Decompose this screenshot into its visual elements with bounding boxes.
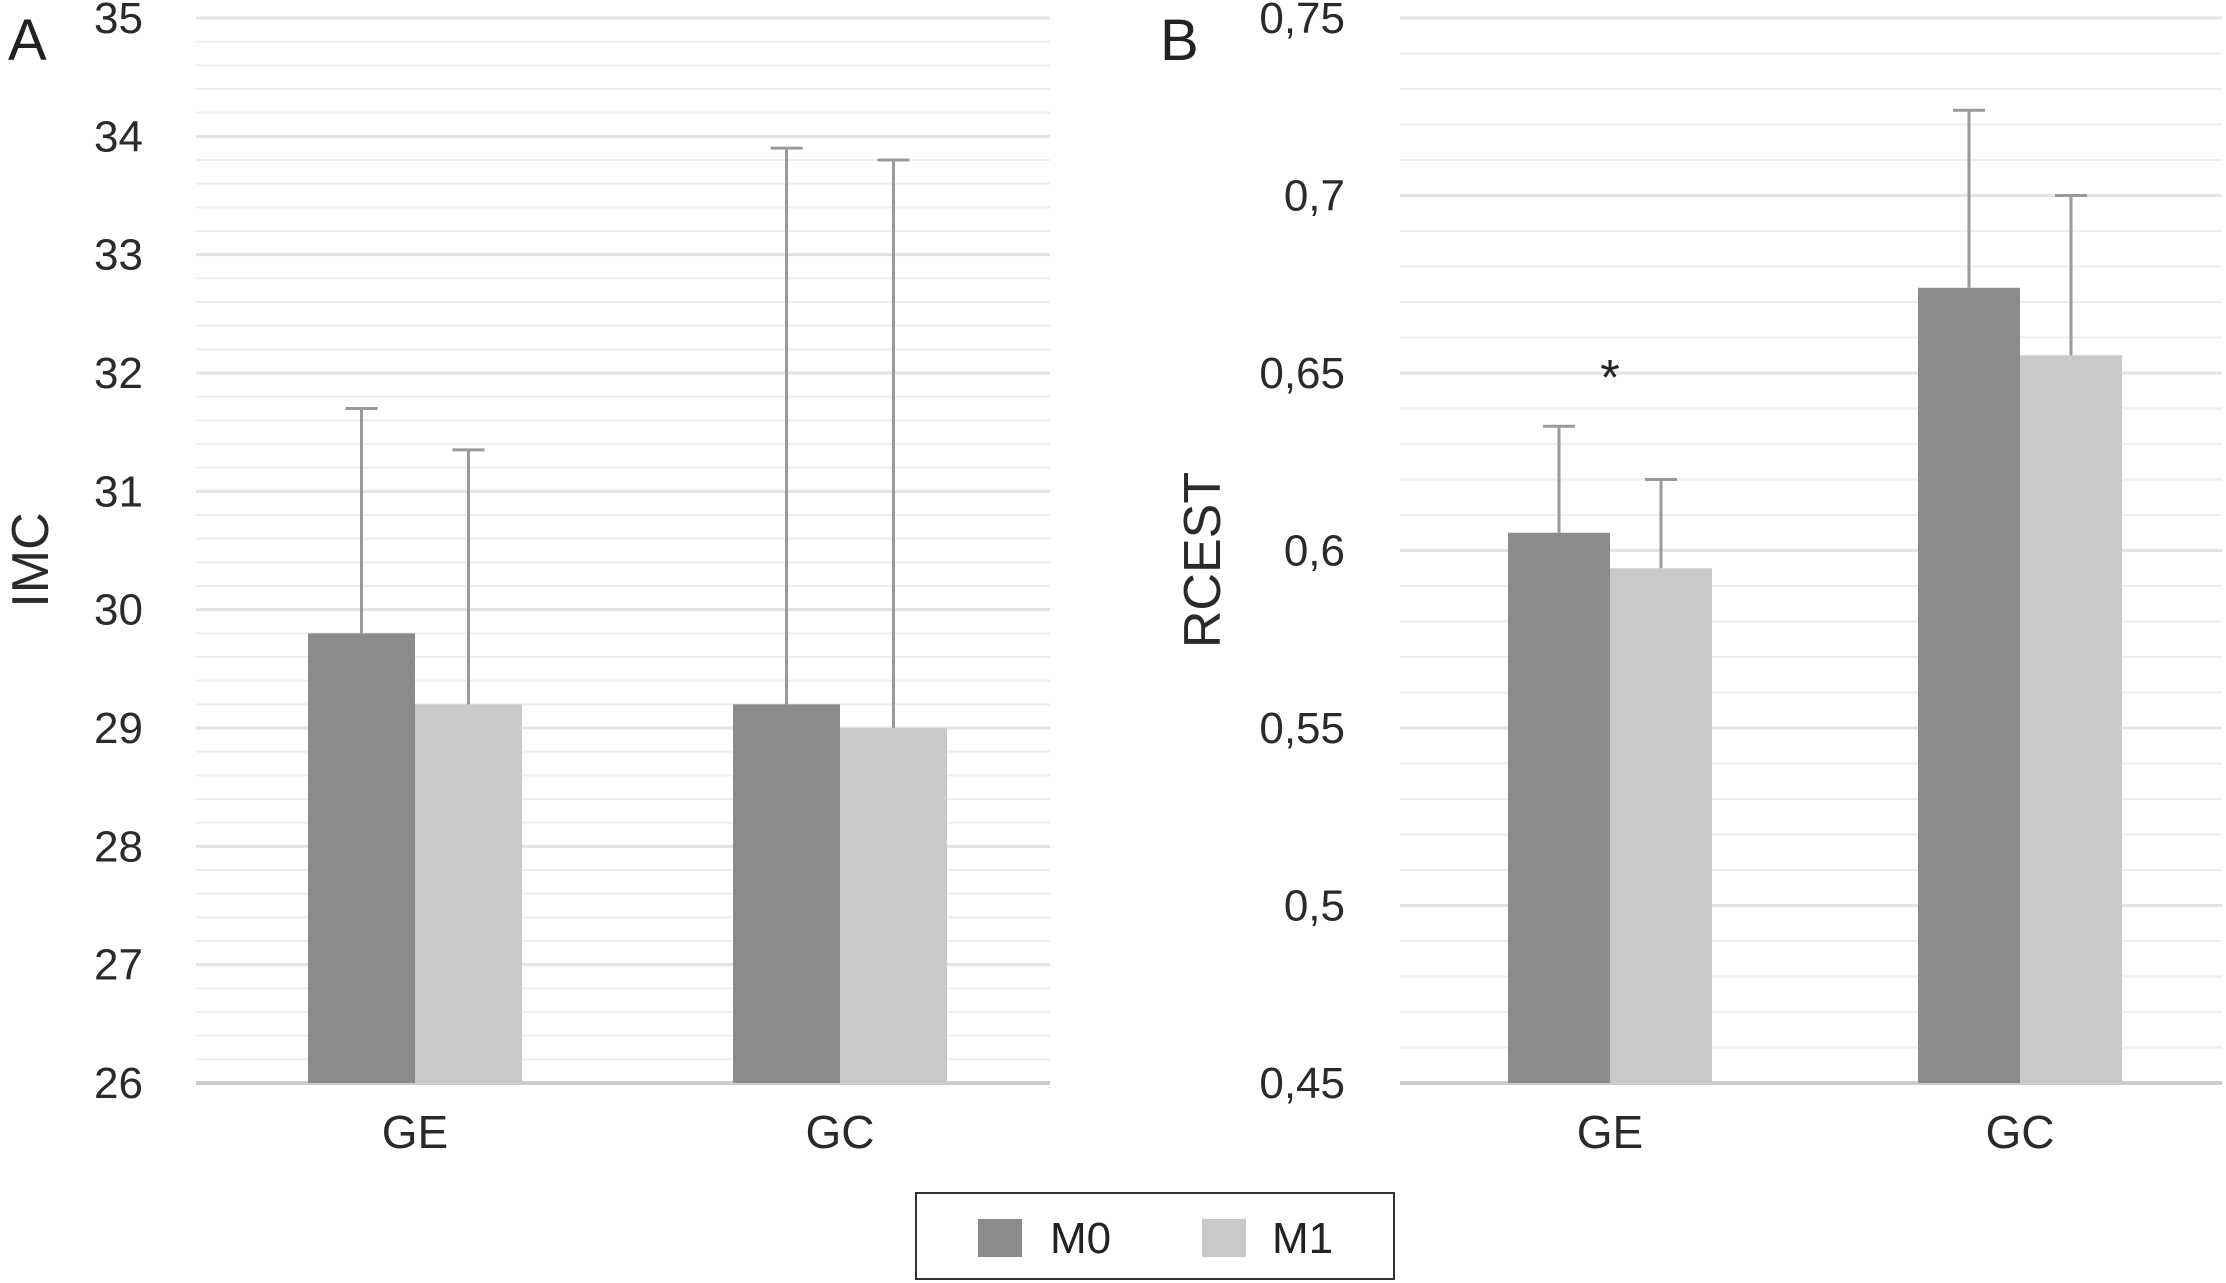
- y-tick-label: 0,5: [1284, 882, 1345, 931]
- y-tick-label: 28: [94, 822, 143, 871]
- bar-m1-ge: [1610, 568, 1712, 1083]
- x-tick-label: GC: [1986, 1106, 2055, 1158]
- y-tick-label: 0,45: [1259, 1059, 1345, 1108]
- y-tick-label: 27: [94, 941, 143, 990]
- bar-m0-ge: [308, 633, 415, 1083]
- significance-marker: *: [1600, 350, 1619, 406]
- bar-m1-ge: [415, 704, 522, 1083]
- y-tick-label: 31: [94, 467, 143, 516]
- bar-m1-gc: [2020, 355, 2122, 1083]
- y-tick-label: 0,6: [1284, 527, 1345, 576]
- bar-m0-gc: [1918, 287, 2020, 1083]
- y-tick-label: 0,55: [1259, 704, 1345, 753]
- bar-m0-ge: [1508, 532, 1610, 1083]
- panel-a: 26 27 28 29 30 31 32 33 34 35 GE GC IMC A: [2, 0, 1050, 1158]
- y-axis-label: IMC: [2, 512, 60, 607]
- x-tick-label: GE: [382, 1106, 448, 1158]
- y-tick-label: 35: [94, 0, 143, 43]
- x-tick-label: GE: [1577, 1106, 1643, 1158]
- y-tick-label: 0,65: [1259, 349, 1345, 398]
- y-tick-label: 30: [94, 586, 143, 635]
- y-tick-label: 26: [94, 1059, 143, 1108]
- bar-m0-gc: [733, 704, 840, 1083]
- panel-label: B: [1160, 8, 1199, 73]
- y-tick-label: 0,7: [1284, 172, 1345, 221]
- legend-label-m1: M1: [1272, 1214, 1333, 1263]
- legend-swatch-m1: [1202, 1219, 1246, 1257]
- y-tick-label: 32: [94, 349, 143, 398]
- x-tick-label: GC: [806, 1106, 875, 1158]
- y-tick-label: 0,75: [1259, 0, 1345, 43]
- y-tick-label: 34: [94, 112, 143, 161]
- legend-swatch-m0: [978, 1219, 1022, 1257]
- panel-b: 0,45 0,5 0,55 0,6 0,65 0,7 0,75 GE GC RCEST B *: [1160, 0, 2222, 1158]
- panel-label: A: [8, 8, 47, 73]
- y-axis-label: RCEST: [1174, 472, 1232, 648]
- legend-label-m0: M0: [1050, 1214, 1111, 1263]
- y-tick-label: 29: [94, 704, 143, 753]
- bar-m1-gc: [840, 728, 947, 1083]
- legend: M0 M1: [915, 1192, 1395, 1280]
- y-tick-label: 33: [94, 231, 143, 280]
